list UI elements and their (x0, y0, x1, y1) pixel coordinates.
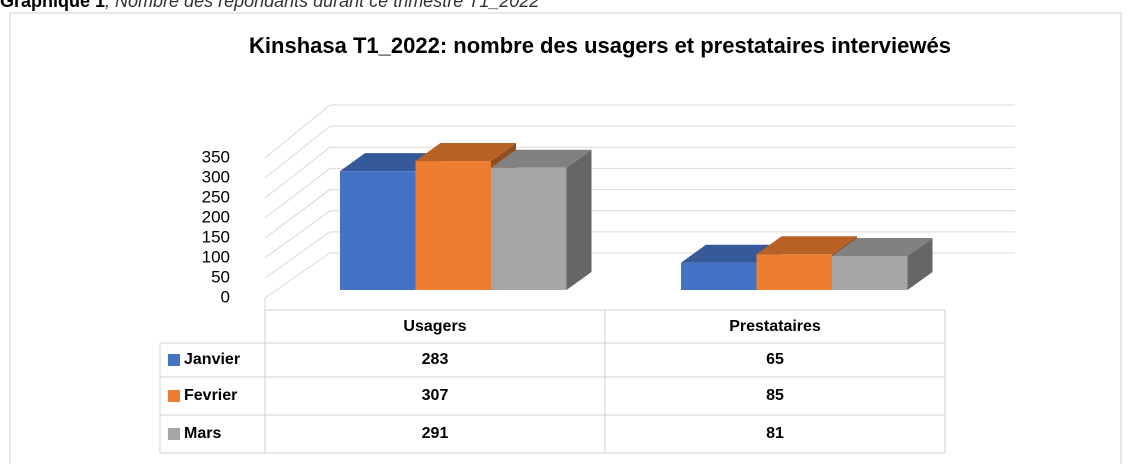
legend-label: Mars (184, 425, 221, 442)
y-tick-label: 50 (211, 267, 230, 286)
bar (415, 161, 491, 290)
chart-title: Kinshasa T1_2022: nombre des usagers et … (249, 33, 951, 58)
bar-side (566, 149, 592, 290)
caption-text: , Nombre des répondants durant ce trimes… (105, 0, 539, 11)
bar (681, 262, 757, 290)
bar-side (907, 237, 933, 290)
grid-line-side (264, 252, 331, 299)
caption-label: Graphique 1 (0, 0, 105, 11)
grid-line-side (264, 231, 331, 279)
table-value: 283 (422, 351, 449, 368)
bar (756, 254, 832, 290)
legend-swatch (168, 390, 180, 402)
x-tick-label: Prestataires (729, 318, 821, 335)
x-tick-label: Usagers (403, 318, 466, 335)
bar-top (491, 149, 592, 168)
y-tick-label: 150 (202, 227, 230, 246)
grid-line-side (264, 104, 331, 159)
table-value: 85 (766, 387, 784, 404)
bar-top (340, 153, 441, 172)
legend-label: Janvier (184, 351, 240, 368)
grid-line-side (264, 210, 331, 259)
bar-top (832, 237, 933, 256)
y-tick-label: 250 (202, 187, 230, 206)
y-tick-label: 200 (202, 207, 230, 226)
bar-top (756, 236, 857, 255)
caption: Graphique 1, Nombre des répondants duran… (0, 0, 539, 11)
grid-line-side (264, 189, 331, 239)
table-value: 65 (766, 351, 784, 368)
legend-label: Fevrier (184, 387, 237, 404)
legend-swatch (168, 428, 180, 440)
y-tick-label: 300 (202, 167, 230, 186)
table-value: 81 (766, 425, 784, 442)
bar (340, 171, 416, 290)
grid-line-side (264, 168, 331, 219)
y-tick-label: 350 (202, 147, 230, 166)
table-value: 307 (422, 387, 449, 404)
grid-line-side (264, 146, 331, 199)
bar-top (681, 244, 782, 263)
y-tick-label: 0 (221, 287, 230, 306)
bar (832, 255, 908, 290)
grid-line-side (264, 125, 331, 179)
bar (491, 167, 567, 290)
bar-top (415, 143, 516, 162)
legend-swatch (168, 354, 180, 366)
table-value: 291 (422, 425, 449, 442)
y-tick-label: 100 (202, 247, 230, 266)
